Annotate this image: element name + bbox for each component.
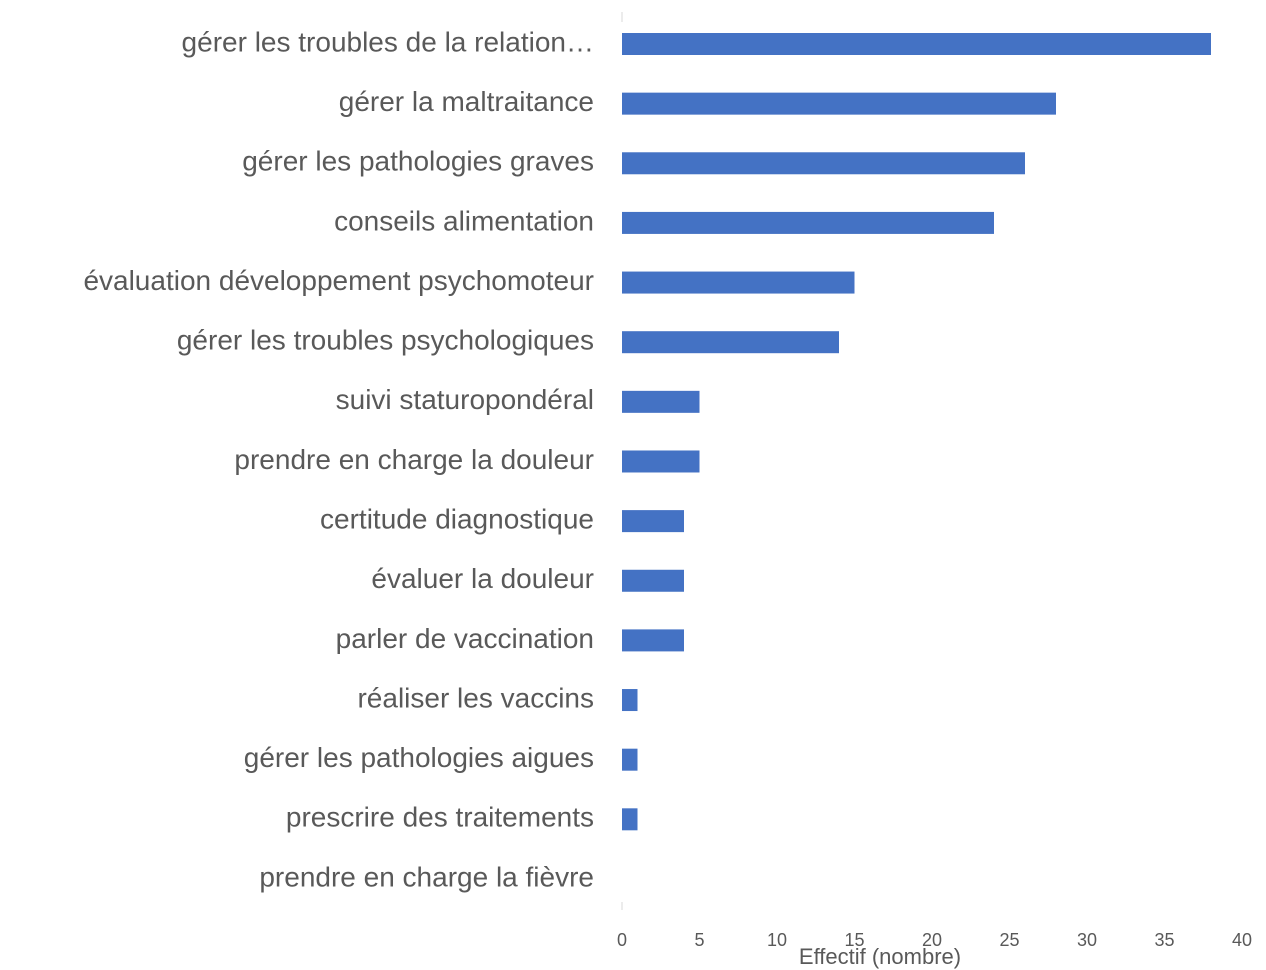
y-tick-label: gérer les pathologies aigues [244,742,594,773]
x-tick-label: 35 [1154,930,1174,950]
y-tick-label: prendre en charge la douleur [234,444,594,475]
y-tick-label: gérer les troubles de la relation… [182,26,594,57]
bar [622,569,684,592]
bar [622,510,684,533]
bar [622,808,638,831]
bar [622,748,638,771]
y-tick-label: réaliser les vaccins [357,682,594,713]
x-tick-label: 15 [844,930,864,950]
x-tick-label: 10 [767,930,787,950]
bar [622,211,994,234]
y-tick-label: gérer les troubles psychologiques [177,325,594,356]
x-tick-label: 30 [1077,930,1097,950]
y-tick-label: prendre en charge la fièvre [259,861,594,892]
bar [622,152,1025,175]
y-tick-label: conseils alimentation [334,205,594,236]
bar [622,271,855,294]
y-tick-label: évaluer la douleur [371,563,594,594]
bar [622,689,638,712]
bar [622,629,684,652]
y-tick-label: prescrire des traitements [286,802,594,833]
y-tick-label: évaluation développement psychomoteur [83,265,594,296]
x-tick-label: 20 [922,930,942,950]
x-axis-label: Effectif (nombre) [799,944,961,969]
y-tick-label: gérer les pathologies graves [242,146,594,177]
x-tick-label: 5 [694,930,704,950]
bar [622,450,700,473]
x-tick-label: 0 [617,930,627,950]
x-tick-label: 25 [999,930,1019,950]
bar [622,92,1056,115]
y-tick-label: gérer la maltraitance [339,86,594,117]
bar [622,33,1211,55]
bar [622,331,839,354]
y-tick-label: suivi staturopondéral [336,384,594,415]
y-tick-label: certitude diagnostique [320,504,594,535]
y-tick-label: parler de vaccination [336,623,594,654]
x-tick-label: 40 [1232,930,1252,950]
bar [622,390,700,413]
